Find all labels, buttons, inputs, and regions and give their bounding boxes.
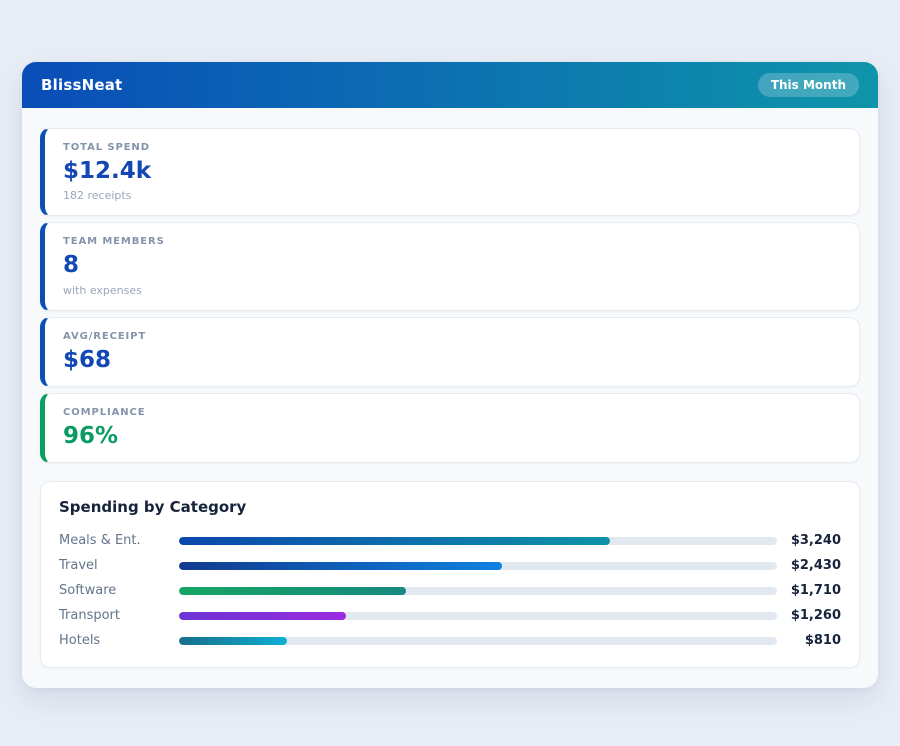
app-header: BlissNeat This Month — [22, 62, 878, 108]
stat-card-total-spend: TOTAL SPEND $12.4k 182 receipts — [40, 128, 860, 217]
bar-track — [179, 536, 777, 545]
category-value: $810 — [804, 633, 841, 649]
bar-track — [179, 636, 777, 645]
category-value: $3,240 — [790, 533, 841, 549]
stat-label: COMPLIANCE — [63, 406, 146, 418]
category-label: Meals & Ent. — [59, 533, 141, 549]
category-value: $1,710 — [790, 583, 841, 599]
chart-row-hotels: Hotels $810 — [59, 628, 841, 653]
stat-subtext: 182 receipts — [63, 189, 132, 203]
category-value: $2,430 — [790, 558, 841, 574]
bar-fill-software — [179, 586, 407, 595]
stat-card-compliance: COMPLIANCE 96% — [40, 392, 860, 464]
stat-value: 96% — [63, 422, 119, 449]
chart-row-meals: Meals & Ent. $3,240 — [59, 528, 841, 553]
spending-by-category-card: Spending by Category Meals & Ent. $3,240… — [40, 481, 860, 669]
chart-title: Spending by Category — [59, 498, 247, 517]
chart-row-software: Software $1,710 — [59, 578, 841, 603]
stat-value: $68 — [63, 346, 112, 373]
period-badge[interactable]: This Month — [757, 73, 859, 97]
bar-fill-meals — [179, 536, 610, 545]
chart-row-transport: Transport $1,260 — [59, 603, 841, 628]
bar-fill-travel — [179, 561, 502, 570]
chart-row-travel: Travel $2,430 — [59, 553, 841, 578]
app-title: BlissNeat — [41, 76, 123, 94]
stat-card-avg-receipt: AVG/RECEIPT $68 — [40, 316, 860, 387]
category-label: Hotels — [59, 633, 101, 649]
category-label: Travel — [59, 558, 98, 574]
category-label: Software — [59, 583, 117, 599]
bar-track — [179, 561, 777, 570]
stats-section: TOTAL SPEND $12.4k 182 receipts TEAM MEM… — [22, 108, 878, 464]
category-value: $1,260 — [790, 608, 841, 624]
stat-value: 8 — [63, 252, 80, 279]
category-label: Transport — [59, 608, 121, 624]
stat-label: AVG/RECEIPT — [63, 330, 147, 342]
stat-subtext: with expenses — [63, 283, 142, 297]
stat-card-team-members: TEAM MEMBERS 8 with expenses — [40, 222, 860, 311]
bar-track — [179, 586, 777, 595]
bar-track — [179, 611, 777, 620]
bar-fill-transport — [179, 611, 347, 620]
stat-value: $12.4k — [63, 158, 152, 184]
stat-label: TOTAL SPEND — [63, 142, 150, 153]
stat-label: TEAM MEMBERS — [63, 236, 165, 248]
bar-fill-hotels — [179, 636, 287, 645]
dashboard-panel: BlissNeat This Month TOTAL SPEND $12.4k … — [22, 62, 878, 689]
